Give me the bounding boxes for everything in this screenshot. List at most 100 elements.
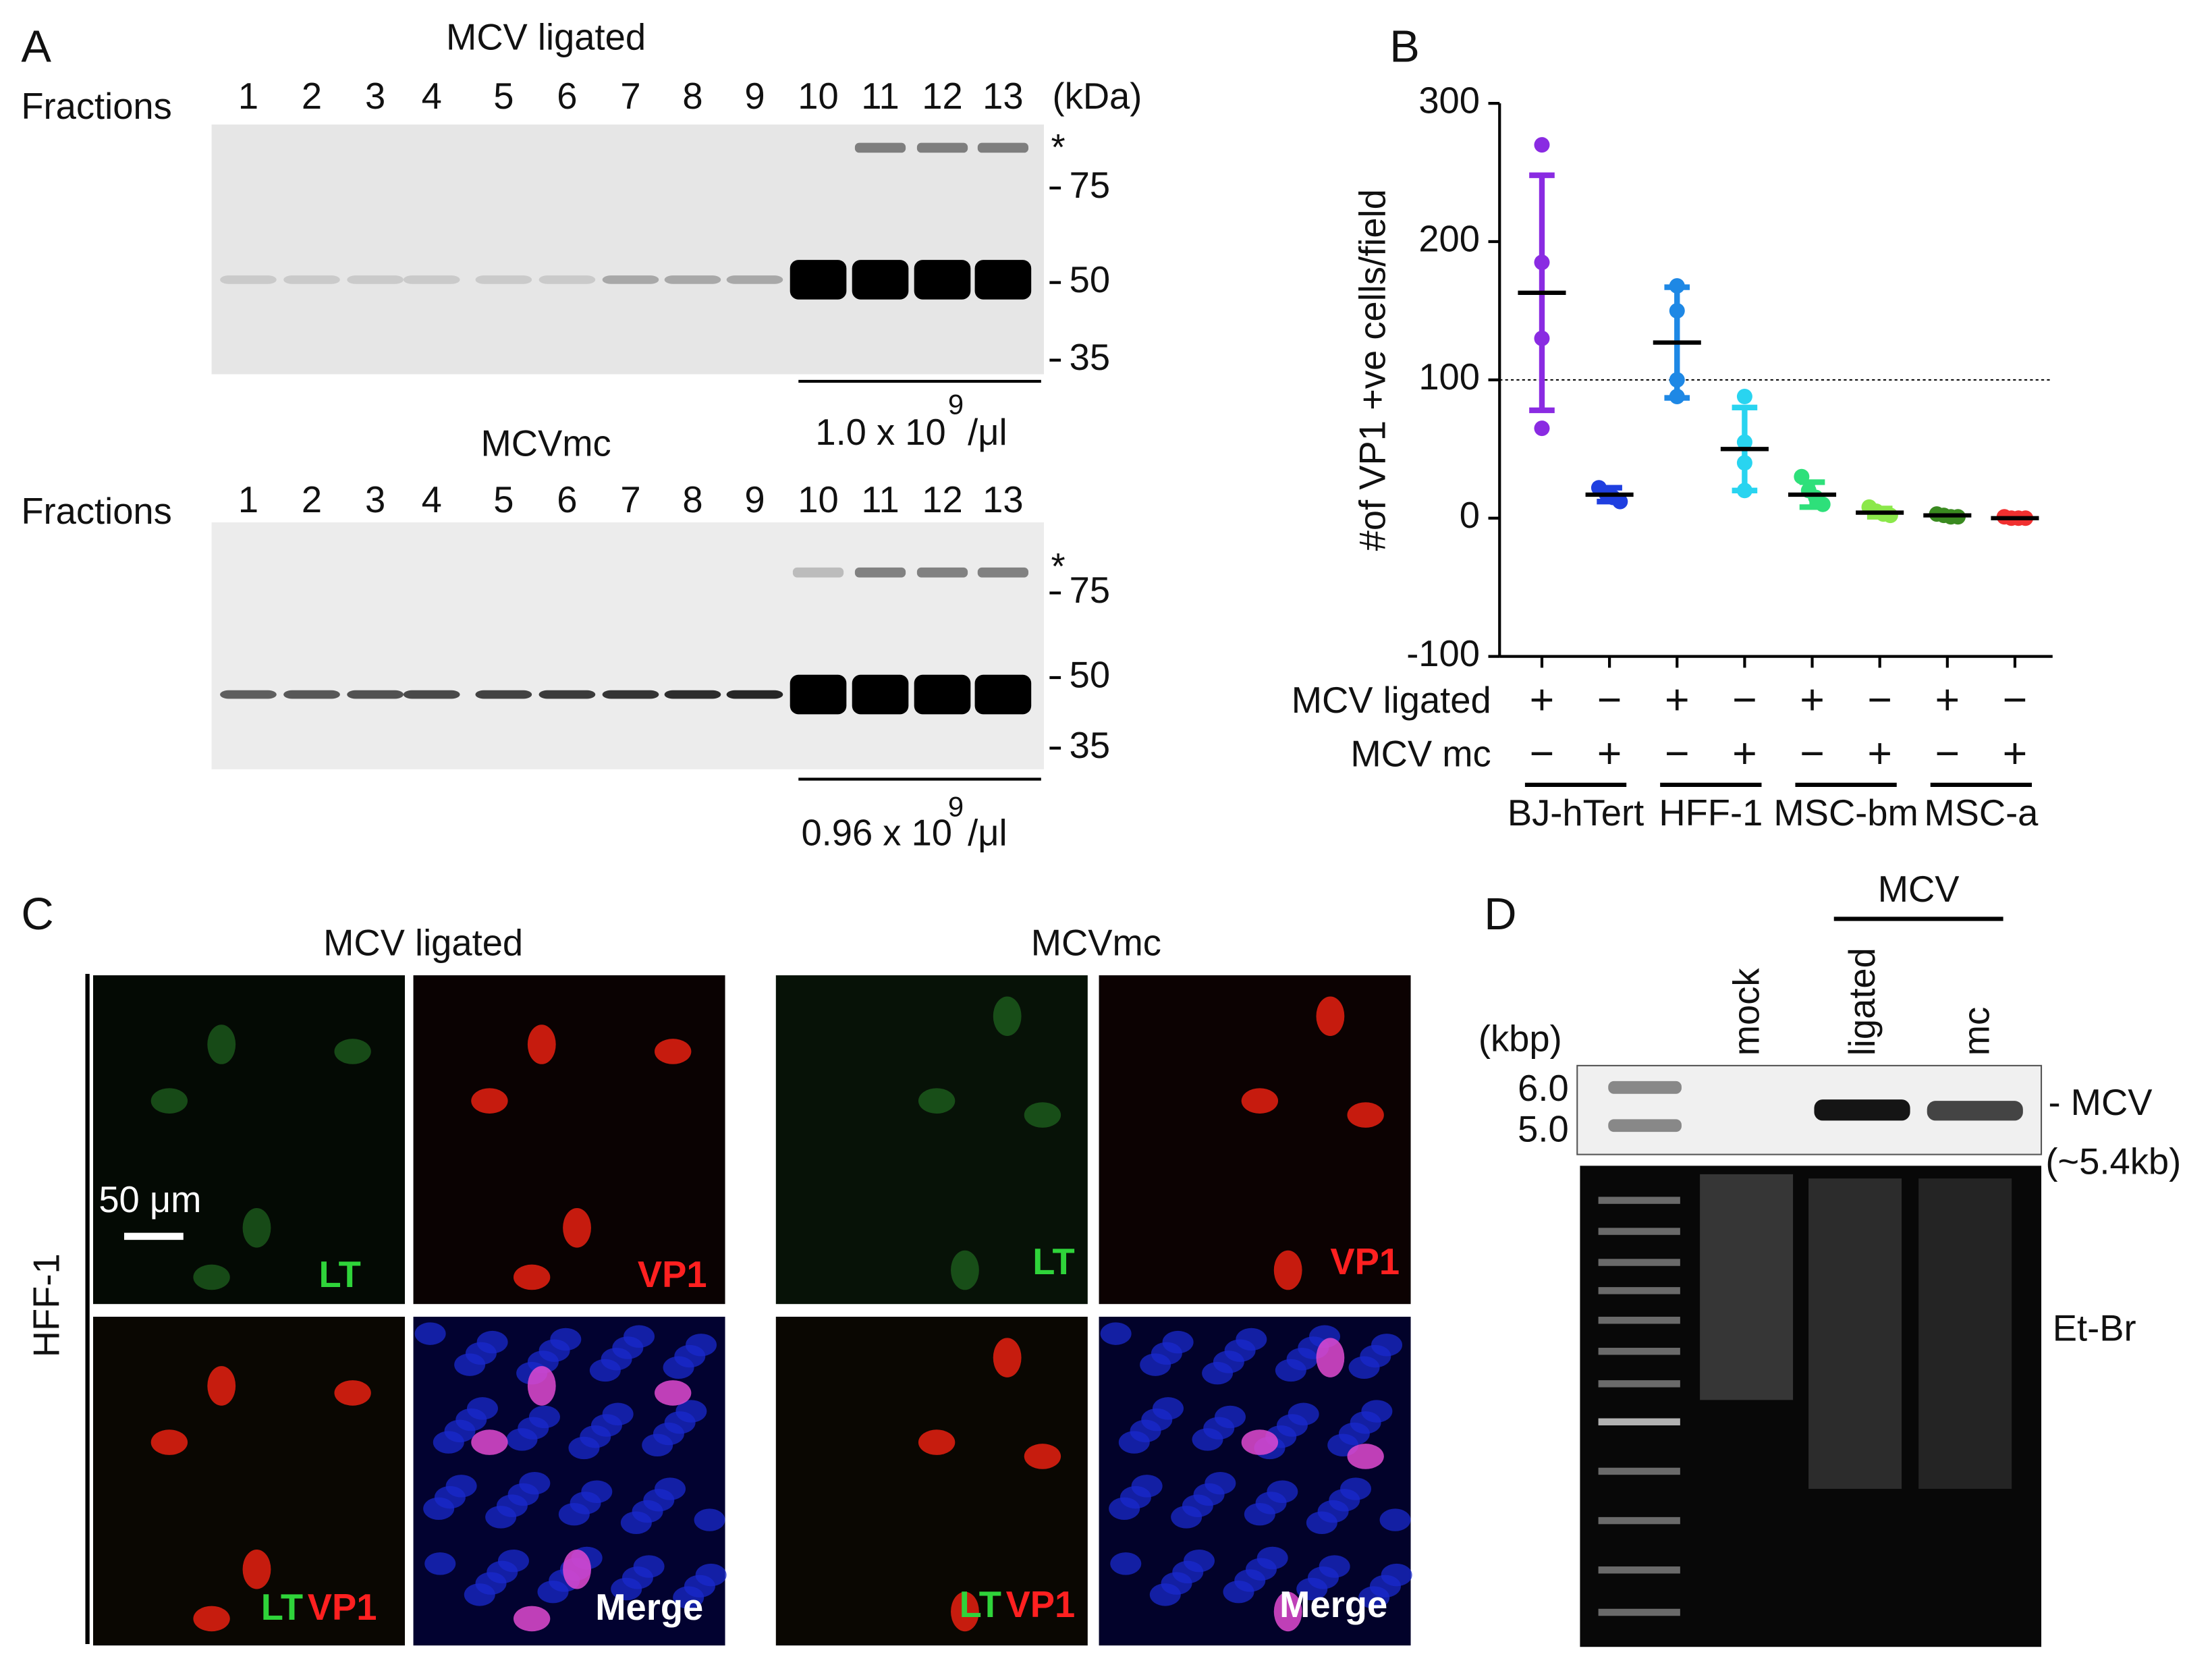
lane-number: 13 bbox=[983, 479, 1023, 520]
asterisk: * bbox=[1051, 545, 1065, 586]
cell bbox=[193, 1264, 230, 1290]
nucleus bbox=[1202, 1361, 1234, 1385]
cell bbox=[1241, 1088, 1279, 1114]
cell bbox=[513, 1264, 551, 1290]
channel-label: VP1 bbox=[638, 1254, 707, 1295]
cell bbox=[150, 1429, 188, 1455]
y-tick-label: 300 bbox=[1418, 80, 1480, 121]
nucleus bbox=[485, 1506, 517, 1529]
band bbox=[790, 674, 847, 715]
band bbox=[726, 690, 783, 699]
data-point bbox=[1669, 372, 1685, 388]
lane-number: 8 bbox=[682, 76, 702, 117]
nucleus bbox=[673, 1586, 704, 1609]
lane-number: 10 bbox=[798, 479, 838, 520]
cell bbox=[1241, 1429, 1279, 1455]
nucleus bbox=[589, 1359, 621, 1382]
nucleus bbox=[1244, 1502, 1275, 1526]
cell bbox=[655, 1380, 692, 1406]
condition-sign: − bbox=[1935, 730, 1960, 777]
band bbox=[854, 142, 906, 153]
titer: 1.0 x 10 bbox=[815, 412, 945, 453]
lane-number: 7 bbox=[620, 76, 640, 117]
lane-number: 6 bbox=[557, 479, 577, 520]
cell bbox=[1024, 1444, 1061, 1469]
titer-exp: 9 bbox=[948, 389, 964, 420]
condition-sign: − bbox=[1665, 730, 1690, 777]
nucleus bbox=[423, 1497, 455, 1521]
lane-number: 2 bbox=[302, 479, 322, 520]
data-point bbox=[1534, 137, 1550, 153]
band bbox=[1927, 1101, 2023, 1121]
marker-label: 35 bbox=[1070, 337, 1110, 378]
panel-letter: B bbox=[1389, 21, 1420, 72]
nucleus bbox=[1171, 1506, 1202, 1529]
micrograph-labels: 50 μm LT VP1 LT VP1 LT VP1 Merge LT VP1 … bbox=[99, 1179, 1400, 1628]
data-point bbox=[1815, 496, 1831, 512]
lane-number: 13 bbox=[983, 76, 1023, 117]
marker-label: 5.0 bbox=[1518, 1109, 1569, 1150]
unit-label: (kbp) bbox=[1478, 1018, 1562, 1060]
band bbox=[347, 275, 404, 284]
group-label: MCV bbox=[1878, 869, 1960, 910]
cell bbox=[1273, 1591, 1302, 1632]
band bbox=[792, 567, 844, 578]
marker-label: 75 bbox=[1070, 570, 1110, 611]
titer-exp: 9 bbox=[948, 790, 964, 822]
ladder-band bbox=[1598, 1259, 1680, 1266]
data-point bbox=[1612, 493, 1628, 510]
data-point bbox=[1534, 330, 1550, 346]
band bbox=[914, 674, 971, 715]
lane-label: mock bbox=[1726, 968, 1767, 1056]
nucleus bbox=[1306, 1511, 1337, 1534]
nucleus bbox=[537, 1580, 569, 1604]
cell bbox=[1316, 996, 1345, 1036]
band bbox=[852, 260, 909, 300]
cell bbox=[334, 1380, 371, 1406]
band bbox=[664, 690, 721, 699]
nucleus bbox=[1109, 1497, 1140, 1521]
cell-line-label: BJ-hTert bbox=[1508, 792, 1644, 834]
band bbox=[403, 690, 460, 699]
panel-letter: D bbox=[1484, 889, 1516, 939]
marker-label: 75 bbox=[1070, 165, 1110, 206]
cell bbox=[193, 1606, 230, 1632]
data-point bbox=[1736, 483, 1752, 499]
y-axis-label: #of VP1 +ve cells/field bbox=[1352, 189, 1393, 551]
nucleus bbox=[1348, 1356, 1380, 1379]
titer-unit: /μl bbox=[968, 812, 1007, 853]
scale-label: 50 μm bbox=[99, 1179, 201, 1220]
gel-blot bbox=[1576, 1064, 2043, 1155]
blot bbox=[211, 522, 1045, 769]
nucleus bbox=[454, 1353, 486, 1376]
band bbox=[602, 690, 659, 699]
micrograph bbox=[92, 975, 405, 1305]
y-tick-label: 100 bbox=[1418, 356, 1480, 398]
smear bbox=[1918, 1178, 2012, 1490]
nucleus bbox=[1223, 1580, 1254, 1604]
titer-unit: /μl bbox=[968, 412, 1007, 453]
lane-number: 3 bbox=[365, 76, 385, 117]
condition-sign: − bbox=[2003, 676, 2028, 723]
ladder-band bbox=[1598, 1418, 1680, 1425]
band bbox=[538, 690, 596, 699]
nucleus bbox=[642, 1433, 673, 1456]
data-point bbox=[1736, 434, 1752, 450]
ladder-band bbox=[1598, 1516, 1680, 1525]
lane-number: 5 bbox=[493, 479, 514, 520]
lane-number: 9 bbox=[744, 76, 765, 117]
cell bbox=[993, 996, 1022, 1036]
condition-label: MCV ligated bbox=[1292, 680, 1491, 721]
band bbox=[538, 275, 596, 284]
condition-sign: + bbox=[1935, 676, 1960, 723]
micrographs bbox=[92, 975, 1412, 1646]
cell bbox=[951, 1250, 979, 1290]
cell bbox=[655, 1039, 692, 1064]
band bbox=[974, 260, 1032, 300]
band bbox=[977, 567, 1029, 578]
data-point bbox=[1736, 455, 1752, 471]
band bbox=[916, 567, 968, 578]
micrograph bbox=[775, 975, 1088, 1305]
ladder-band bbox=[1598, 1348, 1680, 1355]
